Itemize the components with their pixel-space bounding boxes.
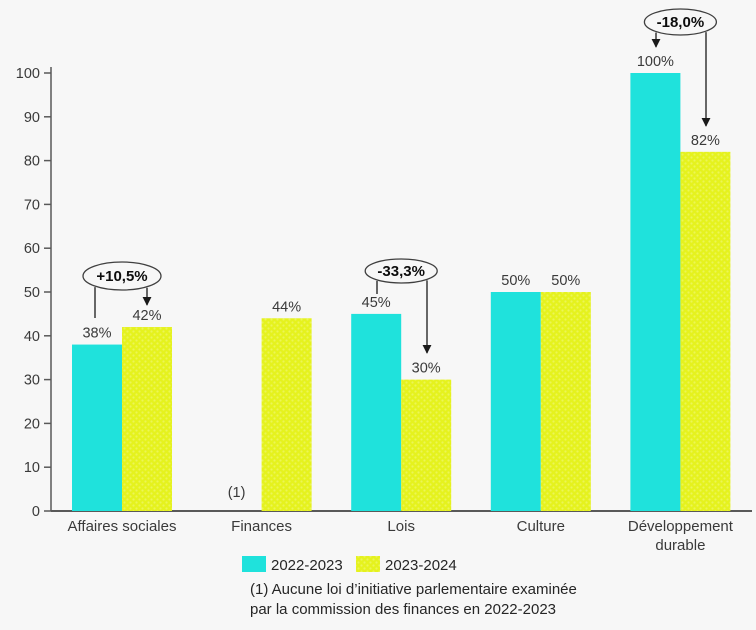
footnote: (1) Aucune loi d’initiative parlementair… xyxy=(250,581,577,618)
legend-label-2023-2024: 2023-2024 xyxy=(385,557,457,574)
y-axis-tick-label: 100 xyxy=(16,66,40,82)
annotation-text: +10,5% xyxy=(96,268,147,285)
legend-swatch-2023-2024 xyxy=(356,556,380,572)
y-axis-tick-label: 90 xyxy=(24,110,40,126)
annotation-ellipse xyxy=(364,258,438,284)
bar-value-label: 45% xyxy=(362,295,391,311)
x-axis-category-label-développement-durable: Développement xyxy=(628,518,734,535)
footnote-line-2: par la commission des finances en 2022-2… xyxy=(250,601,556,618)
bar-2022-2023-lois xyxy=(351,313,402,511)
bar-value-label: 50% xyxy=(551,273,580,289)
bar-value-label: 100% xyxy=(637,54,674,70)
y-axis-tick-label: 0 xyxy=(32,504,40,520)
annotation-2: -18,0% xyxy=(643,8,718,127)
y-axis-tick-label: 70 xyxy=(24,197,40,213)
bar-2022-2023-développement-durable xyxy=(630,73,681,511)
legend: 2022-2023 2023-2024 xyxy=(242,556,457,574)
x-axis-category-label-lois: Lois xyxy=(387,518,415,535)
bar-value-label: 30% xyxy=(412,361,441,377)
bar-2023-2024-finances xyxy=(261,318,312,511)
footnote-line-1: (1) Aucune loi d’initiative parlementair… xyxy=(250,581,577,598)
bar-value-label: 82% xyxy=(691,133,720,149)
annotation-1: -33,3% xyxy=(364,258,438,354)
annotation-text: -33,3% xyxy=(377,263,425,280)
y-axis-tick-label: 20 xyxy=(24,416,40,432)
x-axis-category-label-développement-durable: durable xyxy=(655,537,705,554)
bar-2022-2023-culture xyxy=(490,292,541,511)
bar-value-label: 42% xyxy=(132,308,161,324)
y-axis-tick-label: 50 xyxy=(24,285,40,301)
legend-swatch-2022-2023 xyxy=(242,556,266,572)
bar-2023-2024-développement-durable xyxy=(680,151,731,511)
bar-2023-2024-lois xyxy=(401,379,452,511)
y-axis-tick-label: 60 xyxy=(24,241,40,257)
y-axis-tick-label: 80 xyxy=(24,154,40,170)
bar-2023-2024-affaires-sociales xyxy=(122,327,172,511)
x-axis-category-label-culture: Culture xyxy=(517,518,565,535)
y-axis-tick-label: 10 xyxy=(24,460,40,476)
bar-value-label: 38% xyxy=(82,326,111,342)
x-axis-category-label-affaires-sociales: Affaires sociales xyxy=(68,518,177,535)
bar-value-label: 44% xyxy=(272,299,301,315)
legend-label-2022-2023: 2022-2023 xyxy=(271,557,343,574)
x-axis-category-label-finances: Finances xyxy=(231,518,292,535)
y-axis-tick-label: 40 xyxy=(24,329,40,345)
bar-2023-2024-culture xyxy=(540,292,591,511)
annotation-ellipse xyxy=(82,261,162,291)
plot-area: 0 10 20 30 40 50 60 70 80 90 100 38% 42% Affaires soc… xyxy=(16,8,752,554)
missing-bar-note-marker: (1) xyxy=(228,485,246,501)
bar-2022-2023-affaires-sociales xyxy=(72,344,122,511)
annotation-text: -18,0% xyxy=(657,14,705,31)
annotation-ellipse xyxy=(643,8,718,36)
y-axis-tick-label: 30 xyxy=(24,373,40,389)
bar-value-label: 50% xyxy=(501,273,530,289)
annotation-0: +10,5% xyxy=(82,261,162,318)
